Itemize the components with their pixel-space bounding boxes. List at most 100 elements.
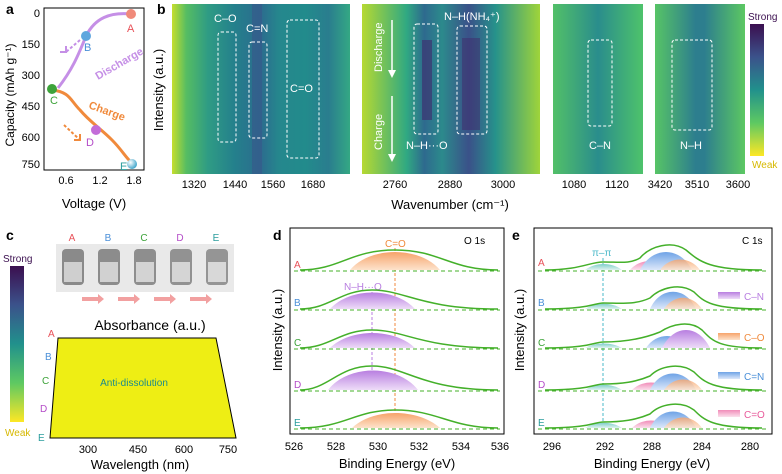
box-cn xyxy=(248,41,268,139)
e-row-D xyxy=(538,365,768,392)
heatmap-2-band xyxy=(462,38,480,130)
panel-d: d O 1s Intensity (a.u.) C=O N–H···O A B … xyxy=(270,227,509,471)
vial-label: A xyxy=(69,233,76,244)
xtick: 1320 xyxy=(182,179,206,191)
peak-fill xyxy=(330,292,415,309)
panel-a-label: a xyxy=(6,1,14,17)
anti-dissolution-text: Anti-dissolution xyxy=(100,378,168,389)
xtick: 530 xyxy=(369,441,387,453)
c=o-fill xyxy=(664,379,702,390)
peak-fill xyxy=(350,252,440,270)
discharge-label: Discharge xyxy=(94,46,146,83)
e-xticks: 296 292 288 284 280 xyxy=(543,441,759,453)
vial-liquid xyxy=(136,262,154,282)
xtick: 3000 xyxy=(491,179,515,191)
row-label: C xyxy=(294,338,301,349)
discharge-curve xyxy=(56,12,132,89)
xtick: 536 xyxy=(491,441,509,453)
label-nh4: N–H(NH₄⁺) xyxy=(444,11,500,23)
charge-arrow-tip xyxy=(388,154,396,162)
panel-d-label: d xyxy=(273,227,282,243)
panel-b-label: b xyxy=(157,1,166,17)
panel-a-frame xyxy=(43,7,145,171)
xtick: 1120 xyxy=(605,179,629,191)
panel-d-corner: O 1s xyxy=(464,236,485,247)
xtick: 3420 xyxy=(648,179,672,191)
arrow xyxy=(190,294,212,304)
vial-arrows xyxy=(82,294,212,304)
row-label: C xyxy=(538,338,545,349)
absorbance-title: Absorbance (a.u.) xyxy=(94,317,205,333)
legend-swatch xyxy=(718,292,740,299)
d-xticks: 526 528 530 532 534 536 xyxy=(285,441,509,453)
panel-a-xlabel: Voltage (V) xyxy=(62,196,126,211)
charge-curve xyxy=(51,88,134,165)
label-c=o: C=O xyxy=(290,83,313,95)
spectrum-D xyxy=(544,365,763,391)
panel-d-xlabel: Binding Energy (eV) xyxy=(339,456,455,471)
heatmap-2-band xyxy=(422,40,432,120)
point-label-E: E xyxy=(120,161,127,173)
c-n-fill xyxy=(662,330,710,348)
xtick: 288 xyxy=(643,441,661,453)
vials xyxy=(62,249,228,285)
xtick: 2880 xyxy=(438,179,462,191)
label-n-h: N–H xyxy=(680,140,702,152)
box-n-h xyxy=(671,39,713,131)
c=o-fill xyxy=(664,297,702,309)
spectrum-B xyxy=(544,286,763,310)
panel-b: b Intensity (a.u.) C–O C=N C=O 1320 1440… xyxy=(151,1,778,212)
absorbance-plane xyxy=(49,337,237,439)
box-co xyxy=(217,31,237,143)
sub4-ticks: 3420 3510 3600 xyxy=(648,179,750,191)
pipi-fill xyxy=(585,384,622,390)
point-label-C: C xyxy=(50,95,58,107)
heatmap-2 xyxy=(362,4,540,174)
panel-e-corner: C 1s xyxy=(742,236,763,247)
arrow xyxy=(82,294,104,304)
heatmap-3 xyxy=(553,4,643,174)
box-nh4 xyxy=(456,25,488,135)
pipi-fill xyxy=(585,422,622,428)
sub3-ticks: 1080 1120 xyxy=(562,179,629,191)
panel-c: c A B C D E Strong Weak xyxy=(3,227,237,472)
box-c=o xyxy=(286,19,320,159)
spectrum-C xyxy=(544,323,763,349)
row-label: E xyxy=(38,433,45,444)
panel-a: a 0 150 300 450 600 750 Capacity (mAh g⁻… xyxy=(3,1,146,211)
xtick: 0.6 xyxy=(58,175,73,187)
xtick: 284 xyxy=(693,441,711,453)
panel-e: e C 1s Intensity (a.u.) π–π xyxy=(512,227,773,471)
box-nho xyxy=(413,23,439,135)
c=o-fill xyxy=(664,417,702,428)
e-row-A xyxy=(538,244,768,272)
sub2-ticks: 2760 2880 3000 xyxy=(383,179,515,191)
discharge-text: Discharge xyxy=(373,22,385,72)
panel-d-frame xyxy=(289,227,505,435)
spectrum-A xyxy=(544,244,763,271)
spectrum-C xyxy=(299,329,499,349)
vial-label: D xyxy=(176,233,183,244)
ytick: 750 xyxy=(22,159,40,171)
heatmap-4 xyxy=(655,4,745,174)
pipi-fill xyxy=(585,343,622,348)
e-row-B xyxy=(538,286,768,311)
panel-a-xticks: 0.6 1.2 1.8 xyxy=(58,175,141,187)
xtick: 296 xyxy=(543,441,561,453)
legend-label: C–O xyxy=(744,333,765,344)
row-label: D xyxy=(294,380,301,391)
point-E xyxy=(127,159,137,169)
colorbar-weak: Weak xyxy=(752,160,778,171)
label-c-n: C–N xyxy=(589,140,611,152)
xtick: 528 xyxy=(327,441,345,453)
charge-arrow-head xyxy=(74,134,81,141)
panel-d-ylabel: Intensity (a.u.) xyxy=(270,289,285,371)
c-row-labels: A B C D E xyxy=(38,329,55,444)
vial-label: E xyxy=(213,233,220,244)
vial-liquid xyxy=(64,262,82,282)
point-label-B: B xyxy=(84,42,91,54)
point-C xyxy=(47,84,57,94)
xtick: 292 xyxy=(596,441,614,453)
row-label: B xyxy=(294,298,301,309)
